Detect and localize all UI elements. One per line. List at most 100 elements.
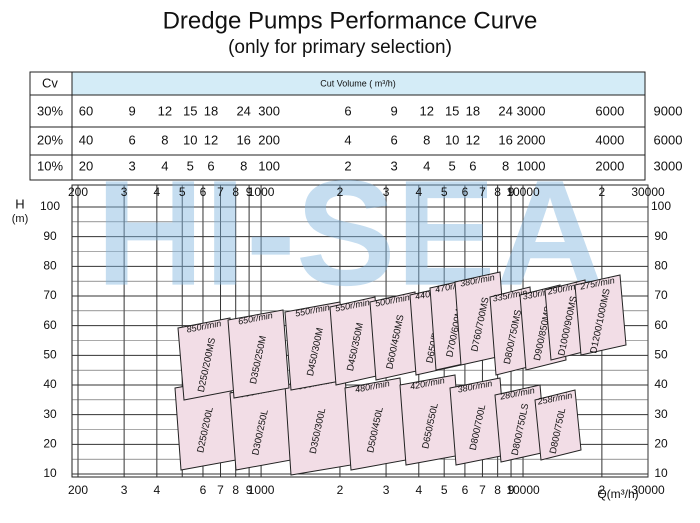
x-tick-label-top: 2 xyxy=(599,185,606,199)
x-tick-label-top: 4 xyxy=(415,185,422,199)
table-value: 12 xyxy=(420,103,434,118)
table-header: Cut Volume ( m³/h) xyxy=(320,78,396,88)
x-tick-label-top: 6 xyxy=(462,185,469,199)
table-value: 6 xyxy=(469,158,476,173)
table-value: 6 xyxy=(207,158,214,173)
pump-region xyxy=(227,309,290,399)
table-corner: Cv xyxy=(42,75,58,90)
y-tick-label-right: 20 xyxy=(654,437,668,451)
x-tick-label-top: 8 xyxy=(232,185,239,199)
table-value: 10 xyxy=(445,132,459,147)
x-tick-label-top: 5 xyxy=(179,185,186,199)
y-tick-label-right: 40 xyxy=(654,377,668,391)
table-frame xyxy=(29,71,646,181)
table-value: 12 xyxy=(466,132,480,147)
y-tick-label-right: 70 xyxy=(654,288,668,302)
table-value: 8 xyxy=(502,158,509,173)
table-value: 20 xyxy=(79,158,93,173)
x-tick-label-top: 7 xyxy=(479,185,486,199)
y-tick-label-left: 30 xyxy=(43,407,57,421)
x-tick-label-bottom: 2 xyxy=(599,483,606,497)
table-value: 15 xyxy=(445,103,459,118)
y-tick-label-right: 60 xyxy=(654,318,668,332)
table-value: 8 xyxy=(161,132,168,147)
x-tick-label-bottom: 8 xyxy=(494,483,501,497)
x-tick-label-top: 9 xyxy=(508,185,515,199)
pump-region xyxy=(574,274,627,356)
x-tick-label-top: 3 xyxy=(383,185,390,199)
y-tick-label-left: 20 xyxy=(43,437,57,451)
table-value: 6 xyxy=(129,132,136,147)
x-tick-label-top: 7 xyxy=(217,185,224,199)
x-tick-label-bottom: 5 xyxy=(441,483,448,497)
table-value: 3000 xyxy=(517,103,546,118)
subtitle: (only for primary selection) xyxy=(228,37,452,58)
table-value: 18 xyxy=(466,103,480,118)
pumps: 900r/minD250/200L700r/minD300/250L600r/m… xyxy=(174,271,627,476)
table-value: 4000 xyxy=(595,132,624,147)
y-tick-label-right: 50 xyxy=(654,348,668,362)
table-value: 8 xyxy=(423,132,430,147)
table-value-right: 6000 xyxy=(654,132,683,147)
pump-region xyxy=(534,389,582,461)
x-axis-label: Q(m³/h) xyxy=(597,487,638,501)
table-value: 12 xyxy=(204,132,218,147)
table-value: 5 xyxy=(449,158,456,173)
table-value: 1000 xyxy=(517,158,546,173)
x-tick-label-bottom: 7 xyxy=(479,483,486,497)
x-tick-label-bottom: 30000 xyxy=(631,483,665,497)
table-value: 40 xyxy=(79,132,93,147)
x-tick-label-top: 30000 xyxy=(631,185,665,199)
table-value-right: 9000 xyxy=(654,103,683,118)
title: Dredge Pumps Performance Curve xyxy=(163,7,538,34)
table-value: 2000 xyxy=(595,158,624,173)
y-tick-label-left: 50 xyxy=(43,348,57,362)
table-value: 6000 xyxy=(595,103,624,118)
table-value: 24 xyxy=(236,103,250,118)
table-value: 6 xyxy=(390,132,397,147)
table-value: 9 xyxy=(129,103,136,118)
table-value: 15 xyxy=(183,103,197,118)
x-tick-label-top: 3 xyxy=(121,185,128,199)
table-value: 4 xyxy=(344,132,351,147)
x-tick-label-top: 6 xyxy=(200,185,207,199)
y-axis-unit: (m) xyxy=(12,213,29,225)
x-tick-label-bottom: 2 xyxy=(337,483,344,497)
table-value: 3 xyxy=(390,158,397,173)
table-value: 12 xyxy=(158,103,172,118)
y-tick-label-right: 10 xyxy=(654,466,668,480)
table-value: 3 xyxy=(129,158,136,173)
x-tick-label-top: 9 xyxy=(246,185,253,199)
row-label: 20% xyxy=(37,132,63,147)
x-tick-label-top: 1000 xyxy=(248,185,275,199)
x-tick-label-bottom: 6 xyxy=(200,483,207,497)
x-tick-label-bottom: 6 xyxy=(462,483,469,497)
watermark: HI-SEA xyxy=(96,149,604,317)
table-value: 4 xyxy=(423,158,430,173)
y-tick-label-left: 40 xyxy=(43,377,57,391)
table-value: 9 xyxy=(390,103,397,118)
x-tick-label-top: 200 xyxy=(68,185,88,199)
table-value: 300 xyxy=(258,103,280,118)
table-value: 100 xyxy=(258,158,280,173)
y-tick-label-right: 100 xyxy=(651,199,671,213)
x-tick-label-bottom: 8 xyxy=(232,483,239,497)
y-tick-label-left: 90 xyxy=(43,229,57,243)
y-tick-label-left: 70 xyxy=(43,288,57,302)
y-tick-label-right: 30 xyxy=(654,407,668,421)
table-value: 16 xyxy=(236,132,250,147)
x-tick-label-bottom: 4 xyxy=(415,483,422,497)
x-tick-label-top: 5 xyxy=(441,185,448,199)
table-value: 6 xyxy=(344,103,351,118)
table-value: 2000 xyxy=(517,132,546,147)
y-axis-label: H xyxy=(15,196,24,211)
x-tick-label-bottom: 200 xyxy=(68,483,88,497)
y-tick-label-left: 100 xyxy=(40,199,60,213)
y-tick-label-right: 80 xyxy=(654,259,668,273)
x-tick-label-bottom: 9 xyxy=(246,483,253,497)
row-label: 30% xyxy=(37,103,63,118)
table-value: 60 xyxy=(79,103,93,118)
table-value: 10 xyxy=(183,132,197,147)
table-value: 16 xyxy=(498,132,512,147)
